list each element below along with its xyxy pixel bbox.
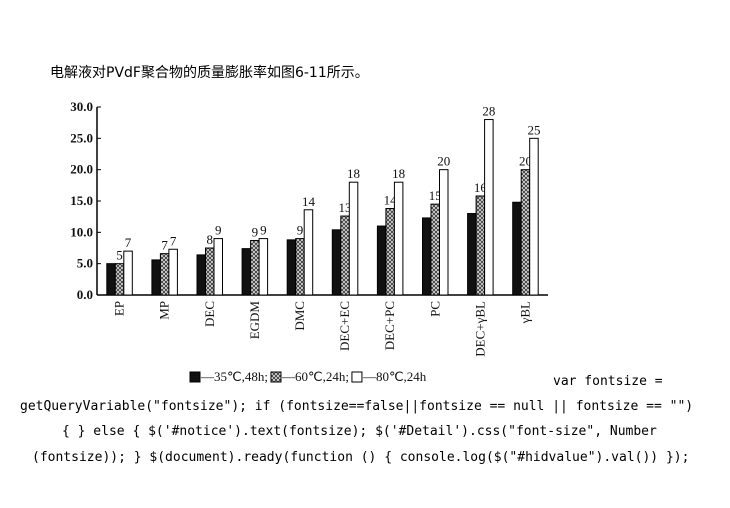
x-tick-label: DEC+γBL	[472, 301, 487, 357]
data-label: 7	[125, 235, 132, 250]
data-label: 9	[252, 224, 259, 239]
bar	[213, 238, 223, 296]
bar	[348, 181, 359, 296]
code-line: { } else { $('#notice').text(fontsize); …	[62, 424, 657, 439]
data-label: 7	[161, 238, 168, 253]
x-tick-label: PC	[427, 301, 442, 317]
data-label: 18	[347, 166, 360, 181]
data-label: 20	[437, 154, 450, 169]
bar	[331, 229, 342, 296]
bar	[520, 169, 531, 296]
x-tick-label: MP	[157, 301, 172, 320]
legend-swatch	[351, 371, 363, 383]
x-tick-label: EP	[112, 301, 127, 316]
bar	[114, 263, 125, 296]
data-label: 14	[384, 193, 398, 208]
bar	[258, 238, 269, 296]
bar	[439, 169, 449, 296]
bar	[286, 239, 297, 296]
data-label: 15	[429, 188, 442, 203]
data-label: 20	[519, 154, 532, 169]
x-tick-label: DMC	[292, 301, 307, 331]
x-tick-label: DEC	[202, 301, 217, 327]
bar	[196, 254, 206, 296]
bar	[205, 247, 215, 296]
bar	[295, 238, 305, 296]
legend-swatch	[270, 371, 282, 383]
data-label: 14	[302, 194, 316, 209]
data-label: 25	[527, 122, 540, 137]
x-tick-label: EGDM	[247, 301, 262, 340]
bar	[250, 239, 260, 296]
y-tick-label: 5.0	[77, 256, 93, 271]
data-label: 5	[116, 248, 123, 263]
bar	[430, 203, 440, 296]
bar	[422, 217, 432, 296]
data-label: 7	[170, 233, 177, 248]
bar	[159, 253, 170, 296]
bar	[376, 225, 387, 296]
bar	[467, 213, 477, 296]
legend-swatch	[189, 371, 201, 383]
data-label: 8	[207, 232, 214, 247]
bar	[151, 259, 161, 296]
bar	[475, 195, 486, 296]
legend-label: —60℃,24h;	[281, 369, 349, 384]
x-tick-label: γBL	[517, 301, 532, 324]
x-tick-label: DEC+PC	[382, 301, 397, 350]
bar	[241, 248, 252, 296]
bar	[106, 263, 116, 296]
y-tick-label: 25.0	[70, 130, 93, 145]
code-line: getQueryVariable("fontsize"); if (fontsi…	[20, 399, 694, 414]
data-label: 18	[392, 166, 405, 181]
bar	[340, 215, 350, 296]
y-tick-label: 15.0	[70, 193, 93, 208]
y-tick-label: 20.0	[70, 162, 93, 177]
y-tick-label: 0.0	[77, 287, 93, 302]
bar	[168, 248, 178, 296]
data-label: 28	[482, 104, 495, 119]
code-line: (fontsize)); } $(document).ready(functio…	[32, 450, 690, 465]
y-tick-label: 10.0	[70, 224, 93, 239]
bar	[529, 137, 539, 296]
x-tick-label: DEC+EC	[337, 301, 352, 351]
data-label: 13	[339, 200, 352, 215]
data-label: 9	[260, 223, 267, 238]
legend-label: —80℃,24h	[362, 369, 427, 384]
intro-text: 电解液对PVdF聚合物的质量膨胀率如图6-11所示。	[50, 65, 369, 81]
code-line: var fontsize =	[553, 374, 663, 389]
data-label: 9	[215, 223, 222, 238]
bar	[385, 208, 395, 296]
bar	[393, 181, 404, 296]
data-label: 16	[474, 180, 488, 195]
y-tick-label: 30.0	[70, 99, 93, 114]
bar	[123, 250, 133, 296]
bar	[303, 209, 314, 296]
bar	[484, 119, 494, 296]
data-label: 9	[297, 223, 304, 238]
legend-label: —35℃,48h;	[200, 369, 268, 384]
bar	[512, 201, 522, 296]
